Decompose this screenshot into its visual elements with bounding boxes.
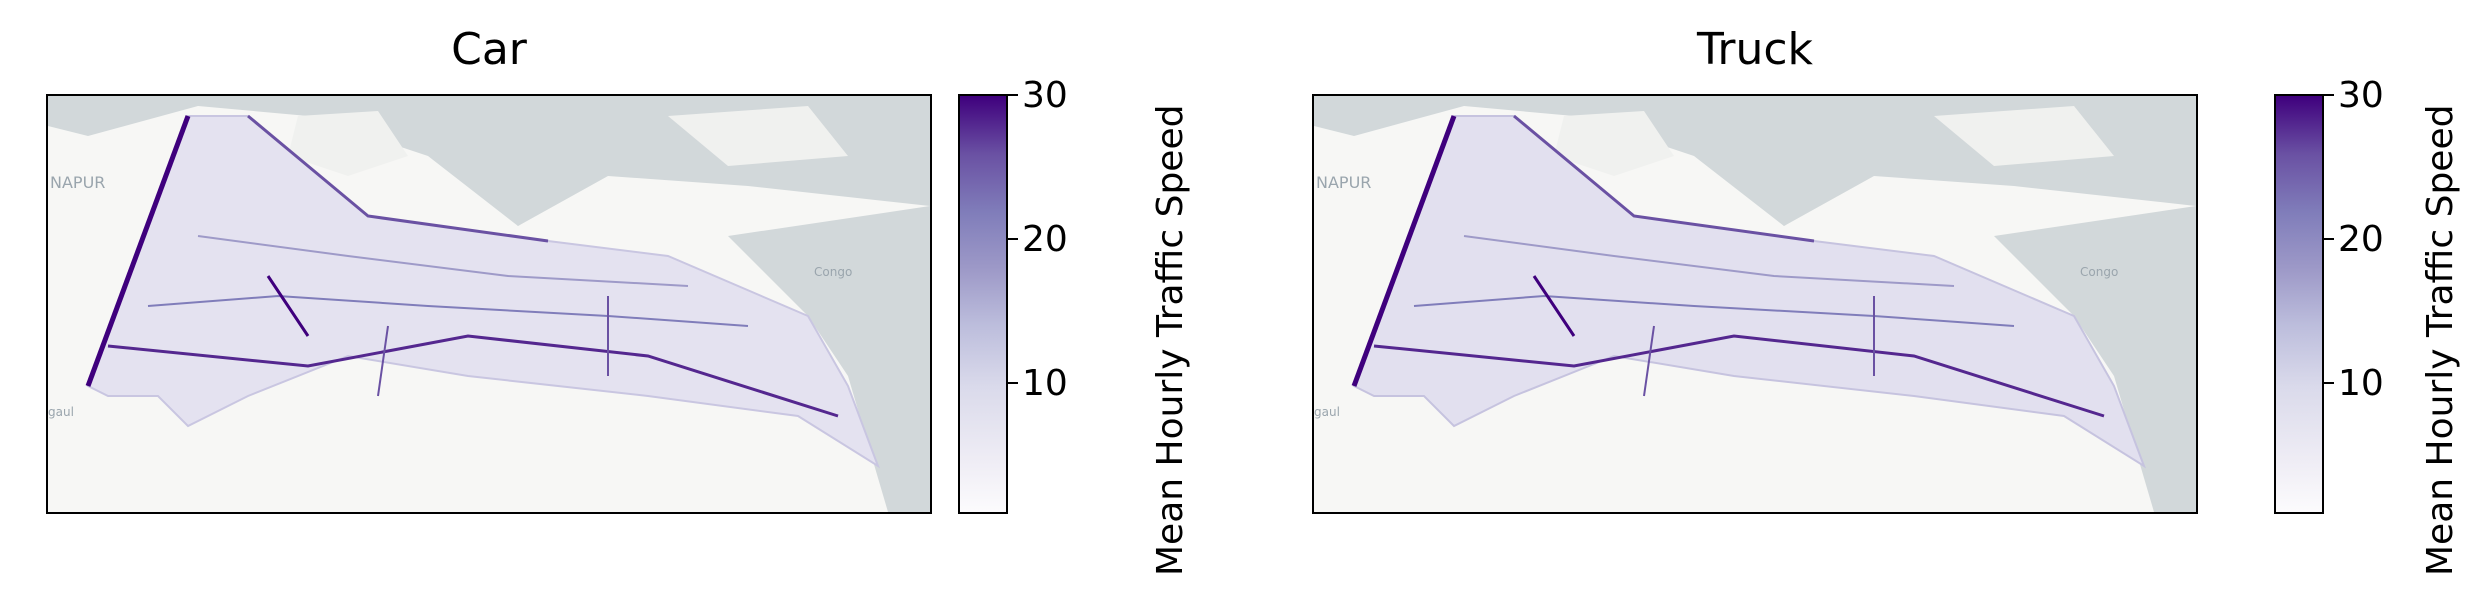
- map-canvas-car: NAPUR Congo gaul: [48, 96, 930, 512]
- colorbar-tick-10: [1006, 382, 1018, 384]
- speed-road: [85, 115, 191, 387]
- colorbar-tick-20: [2322, 238, 2334, 240]
- colorbar-tick-label-20: 20: [1022, 219, 1068, 260]
- colorbar-tick-label-30: 30: [1022, 75, 1068, 116]
- panel-title-truck: Truck: [1696, 24, 1814, 75]
- speed-road: [147, 294, 749, 327]
- colorbar-tick-label-30: 30: [2338, 75, 2384, 116]
- river-east: [1994, 206, 2196, 512]
- colorbar-tick-10: [2322, 382, 2334, 384]
- colorbar-tick-30: [1006, 94, 1018, 96]
- place-label-napur: NAPUR: [1316, 173, 1371, 192]
- speed-road: [1463, 235, 1955, 287]
- colorbar-label-truck: Mean Hourly Traffic Speed: [2420, 104, 2461, 576]
- colorbar-tick-label-20: 20: [2338, 219, 2384, 260]
- speed-road: [107, 334, 839, 418]
- colorbar-car: [958, 94, 1008, 514]
- speed-road: [377, 325, 389, 397]
- colorbar-tick-30: [2322, 94, 2334, 96]
- map-truck: NAPUR Congo gaul: [1312, 94, 2198, 514]
- place-label-congo: Congo: [2080, 265, 2118, 279]
- map-car: NAPUR Congo gaul: [46, 94, 932, 514]
- colorbar-tick-label-10: 10: [1022, 363, 1068, 404]
- speed-road: [1513, 114, 1815, 243]
- place-label-napur: NAPUR: [50, 173, 105, 192]
- river-east: [728, 206, 930, 512]
- island: [288, 111, 408, 176]
- river-branch: [448, 96, 608, 226]
- map-canvas-truck: NAPUR Congo gaul: [1314, 96, 2196, 512]
- colorbar-tick-label-10: 10: [2338, 363, 2384, 404]
- panel-title-car: Car: [451, 24, 527, 75]
- speed-road: [1413, 294, 2015, 327]
- speed-road: [266, 275, 310, 337]
- island: [668, 106, 848, 166]
- place-label-gaul: gaul: [48, 405, 74, 419]
- place-label-gaul: gaul: [1314, 405, 1340, 419]
- place-label-congo: Congo: [814, 265, 852, 279]
- speed-road: [247, 114, 549, 243]
- speed-road: [1373, 334, 2105, 418]
- colorbar-label-car: Mean Hourly Traffic Speed: [1150, 104, 1191, 576]
- speed-road: [1351, 115, 1457, 387]
- island: [1554, 111, 1674, 176]
- speed-road: [1532, 275, 1576, 337]
- colorbar-tick-20: [1006, 238, 1018, 240]
- speed-road: [197, 235, 689, 287]
- colorbar-truck: [2274, 94, 2324, 514]
- river-branch: [1714, 96, 1874, 226]
- island: [1934, 106, 2114, 166]
- speed-road: [1643, 325, 1655, 397]
